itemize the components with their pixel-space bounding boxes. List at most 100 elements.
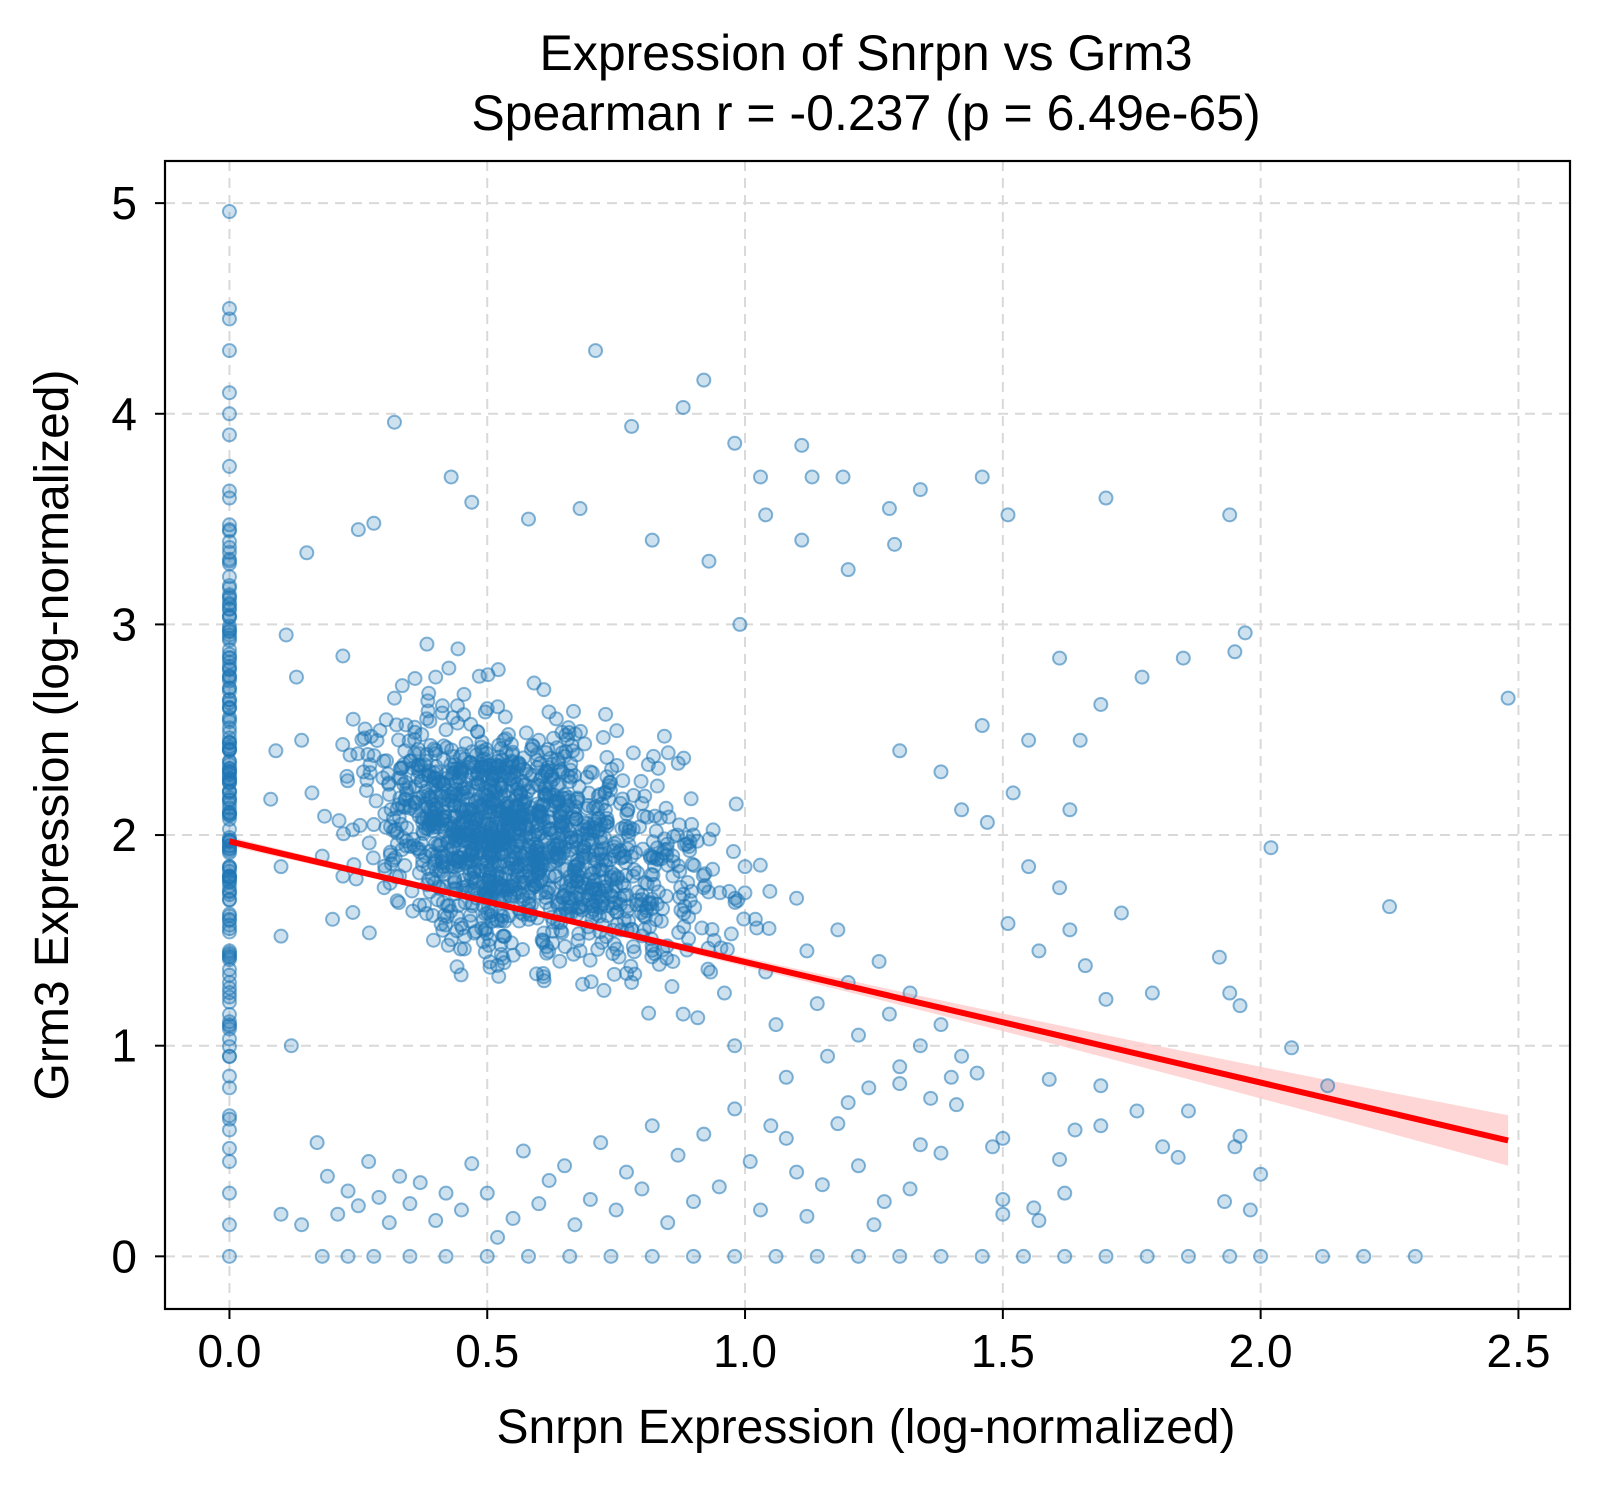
data-point — [610, 869, 626, 885]
data-point — [427, 746, 443, 762]
data-point — [1098, 490, 1114, 506]
data-point — [634, 887, 650, 903]
data-point — [670, 1147, 686, 1163]
data-point — [493, 912, 509, 928]
data-point — [468, 873, 484, 889]
data-point — [415, 852, 431, 868]
data-point — [1077, 958, 1093, 974]
data-point — [221, 311, 237, 327]
data-point — [546, 881, 562, 897]
data-point — [531, 1196, 547, 1212]
data-point — [723, 926, 739, 942]
data-point — [604, 761, 620, 777]
data-point — [570, 856, 586, 872]
data-point — [479, 884, 495, 900]
data-point — [443, 469, 459, 485]
data-point — [631, 819, 647, 835]
data-point — [464, 842, 480, 858]
data-point — [412, 1175, 428, 1191]
data-point — [1062, 922, 1078, 938]
data-point — [593, 1135, 609, 1151]
x-axis-label: Snrpn Expression (log-normalized) — [497, 1401, 1236, 1454]
data-point — [507, 810, 523, 826]
data-point — [340, 1248, 356, 1264]
data-point — [1021, 732, 1037, 748]
data-point — [221, 609, 237, 625]
data-point — [510, 834, 526, 850]
data-point — [533, 825, 549, 841]
data-point — [768, 1017, 784, 1033]
data-point — [752, 857, 768, 873]
data-point — [481, 846, 497, 862]
data-point — [407, 794, 423, 810]
data-point — [221, 1122, 237, 1138]
data-point — [697, 877, 713, 893]
data-point — [704, 921, 720, 937]
data-point — [221, 948, 237, 964]
data-point — [684, 816, 700, 832]
data-point — [633, 773, 649, 789]
data-point — [681, 931, 697, 947]
data-point — [601, 791, 617, 807]
data-point — [588, 343, 604, 359]
data-point — [985, 1139, 1001, 1155]
data-point — [623, 958, 639, 974]
data-point — [1021, 859, 1037, 875]
data-point — [1093, 1118, 1109, 1134]
data-point — [804, 469, 820, 485]
data-point — [268, 743, 284, 759]
data-point — [570, 932, 586, 948]
data-point — [283, 1038, 299, 1054]
data-point — [582, 1191, 598, 1207]
data-point — [1000, 916, 1016, 932]
data-point — [565, 809, 581, 825]
data-point — [221, 1140, 237, 1156]
y-tick-label: 0 — [111, 1230, 137, 1282]
data-point — [974, 1248, 990, 1264]
data-point — [221, 343, 237, 359]
data-point — [221, 632, 237, 648]
data-point — [814, 1177, 830, 1193]
data-point — [660, 745, 676, 761]
y-tick-label: 2 — [111, 809, 137, 861]
data-point — [414, 810, 430, 826]
data-point — [1139, 1248, 1155, 1264]
data-point — [1062, 802, 1078, 818]
data-point — [659, 950, 675, 966]
data-point — [675, 399, 691, 415]
data-point — [1227, 644, 1243, 660]
data-point — [221, 569, 237, 585]
data-point — [350, 522, 366, 538]
data-point — [263, 791, 279, 807]
data-point — [685, 1248, 701, 1264]
data-point — [221, 406, 237, 422]
x-tick-label: 1.0 — [713, 1325, 777, 1377]
data-point — [385, 810, 401, 826]
data-point — [646, 849, 662, 865]
data-point — [550, 791, 566, 807]
data-point — [221, 587, 237, 603]
data-point — [789, 890, 805, 906]
data-point — [453, 1202, 469, 1218]
data-point — [474, 921, 490, 937]
data-point — [574, 891, 590, 907]
data-point — [682, 843, 698, 859]
data-point — [386, 690, 402, 706]
data-point — [391, 732, 407, 748]
data-point — [1315, 1248, 1331, 1264]
data-point — [565, 743, 581, 759]
data-point — [221, 662, 237, 678]
data-point — [548, 711, 564, 727]
data-point — [221, 1068, 237, 1084]
data-point — [441, 660, 457, 676]
data-point — [1232, 1128, 1248, 1144]
data-point — [335, 737, 351, 753]
data-point — [887, 536, 903, 552]
data-point — [1253, 1248, 1269, 1264]
data-point — [1211, 949, 1227, 965]
data-point — [433, 836, 449, 852]
data-point — [1057, 1248, 1073, 1264]
data-point — [420, 787, 436, 803]
data-point — [634, 1181, 650, 1197]
data-point — [221, 906, 237, 922]
